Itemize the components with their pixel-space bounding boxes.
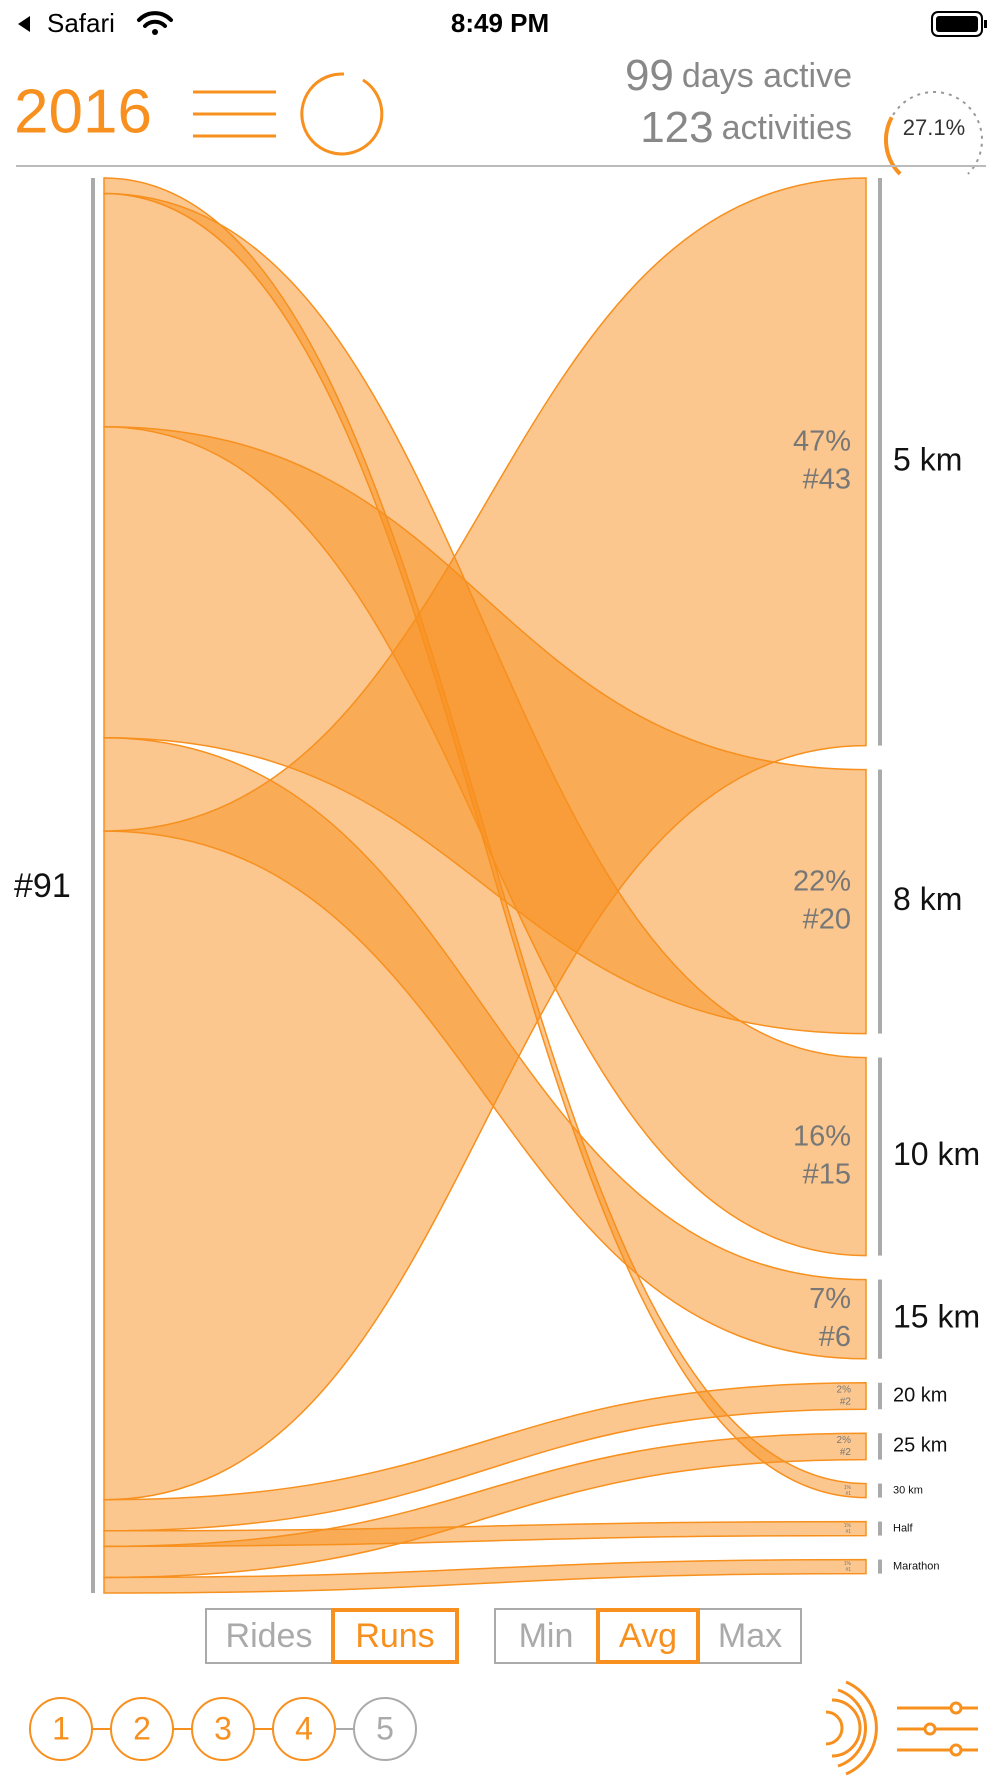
toggle-button[interactable]: Min	[519, 1617, 574, 1655]
node-name: Marathon	[893, 1561, 939, 1573]
settings-icon[interactable]	[897, 1701, 978, 1757]
node-bar	[878, 1382, 882, 1410]
node-name: 8 km	[893, 881, 962, 917]
days-active: 99 days active	[625, 51, 852, 100]
node-count: #2	[840, 1447, 852, 1458]
node-share: 1%	[844, 1485, 852, 1491]
clock: 8:49 PM	[451, 8, 549, 38]
node-name: 5 km	[893, 441, 962, 477]
toggle-selected	[596, 1608, 700, 1664]
menu-icon[interactable]	[193, 90, 276, 138]
flow	[103, 1558, 867, 1594]
page-button[interactable]: 4	[295, 1710, 313, 1746]
flow	[103, 177, 867, 1501]
node-share: 7%	[809, 1283, 851, 1315]
node-share: 2%	[837, 1385, 852, 1396]
toggle-button[interactable]: Max	[718, 1617, 782, 1655]
node-count: #15	[803, 1158, 851, 1190]
pages: 1 2 3 4 5	[29, 1697, 417, 1761]
node-count: #1	[845, 1491, 851, 1497]
sankey: 5 km 47% #43 8 km 22% #20 10 km 16% #15 15 km 7% #6…	[91, 177, 980, 1594]
node-count: #1	[845, 1567, 851, 1573]
node-name: 30 km	[893, 1485, 923, 1497]
node-name: 15 km	[893, 1299, 980, 1335]
node-count: #6	[819, 1321, 851, 1353]
page-button[interactable]: 2	[133, 1710, 151, 1746]
activities: 123 activities	[640, 103, 852, 152]
progress-label: 27.1%	[903, 115, 965, 140]
refresh-icon[interactable]	[300, 72, 384, 156]
flow	[103, 1382, 867, 1532]
toggles: Rides Runs Min Avg Max	[205, 1608, 802, 1664]
node-count: #2	[840, 1397, 852, 1408]
page-button[interactable]: 1	[52, 1710, 70, 1746]
battery-icon	[931, 11, 987, 37]
node-count: #20	[803, 903, 851, 935]
total-label: #91	[14, 867, 71, 905]
flow	[103, 1432, 867, 1579]
wifi-icon	[137, 11, 173, 35]
year[interactable]: 2016	[14, 77, 152, 146]
progress-gauge	[884, 91, 983, 176]
toggle-button[interactable]: Avg	[619, 1617, 677, 1655]
node-bar	[878, 1279, 882, 1359]
node-bar	[878, 1057, 882, 1256]
node-name: 10 km	[893, 1136, 980, 1172]
node-bar	[878, 1433, 882, 1460]
node-count: #1	[845, 1529, 851, 1535]
toggle-selected	[331, 1608, 459, 1664]
node-share: 16%	[793, 1120, 851, 1152]
node-name: Half	[893, 1523, 914, 1535]
node-name: 20 km	[893, 1384, 947, 1406]
node-bar	[878, 178, 882, 746]
gauge-progress	[884, 116, 902, 176]
back-arrow-icon[interactable]	[18, 16, 30, 32]
node-bar	[878, 1521, 882, 1536]
back-app[interactable]: Safari	[47, 8, 115, 38]
node-bar	[878, 1559, 882, 1574]
sound-icon[interactable]	[825, 1680, 878, 1776]
toggle-button[interactable]: Rides	[226, 1617, 313, 1655]
node-bar	[878, 1483, 882, 1498]
total-bar	[91, 178, 95, 1593]
page-circle[interactable]	[353, 1697, 417, 1761]
node-bar	[878, 769, 882, 1034]
page-button[interactable]: 5	[376, 1710, 394, 1746]
page-button[interactable]: 3	[214, 1710, 232, 1746]
node-share: 1%	[844, 1523, 852, 1529]
node-share: 47%	[793, 425, 851, 457]
node-share: 2%	[837, 1435, 852, 1446]
toggle-button[interactable]: Runs	[355, 1617, 434, 1655]
node-share: 1%	[844, 1561, 852, 1567]
node-count: #43	[803, 463, 851, 495]
node-share: 22%	[793, 865, 851, 897]
node-name: 25 km	[893, 1435, 947, 1457]
